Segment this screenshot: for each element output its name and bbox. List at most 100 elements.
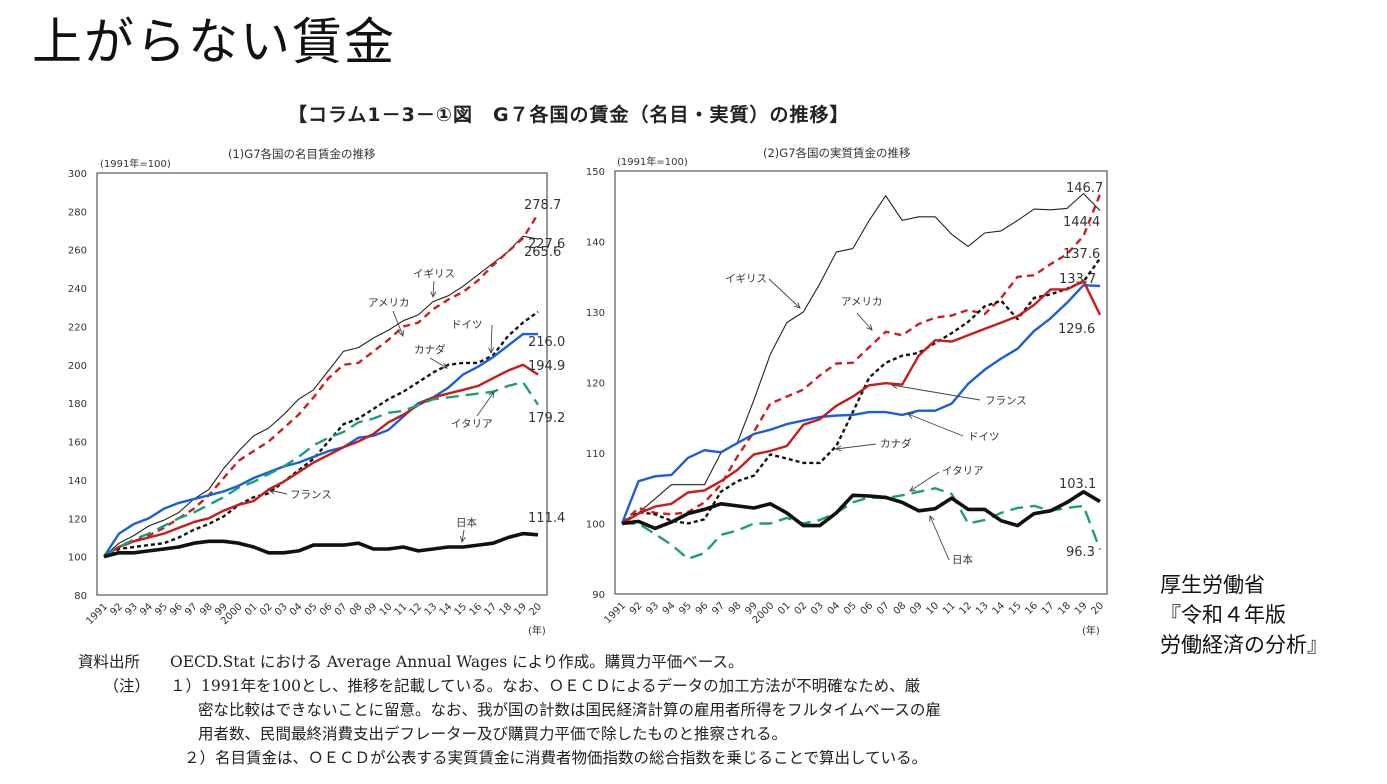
chart2-end-value-label: 144.4 (1063, 215, 1100, 230)
slide-title: 上がらない賃金 (32, 13, 396, 71)
chart2-y-tick: 110 (586, 449, 605, 460)
chart1-arrow-head-icon (398, 329, 404, 337)
note1-line1: １）1991年を100とし、推移を記載している。なお、ＯＥＣＤによるデータの加工… (170, 677, 921, 695)
chart2-end-value-label: 129.6 (1058, 322, 1095, 337)
chart1-y-tick: 300 (68, 169, 87, 180)
chart1-y-tick: 120 (68, 514, 87, 525)
chart2-x-tick: 16 (1023, 600, 1040, 617)
chart2-x-unit: (年) (1082, 624, 1100, 637)
note1-line2: 密な比較はできないことに留意。なお、我が国の計数は国民経済計算の雇用者所得をフル… (198, 701, 941, 719)
chart2-x-tick: 93 (644, 600, 661, 617)
chart2-y-tick: 90 (592, 590, 605, 601)
note-label: （注） (103, 677, 150, 695)
chart2-y-unit: (1991年=100) (617, 155, 688, 168)
chart2-x-tick: 96 (694, 600, 711, 617)
chart1-y-tick: 80 (74, 591, 87, 602)
chart1-series-annotation: イギリス (413, 268, 455, 280)
chart1-arrow-head-icon (430, 291, 437, 299)
source-line-1: 厚生労働省 (1160, 573, 1265, 597)
chart1-arrow-head-icon (267, 488, 275, 495)
chart1-y-unit: (1991年=100) (100, 157, 171, 170)
chart2-x-tick: 14 (990, 600, 1007, 617)
chart1-series-line (102, 332, 538, 558)
chart2-x-tick: 08 (892, 600, 909, 617)
chart2-plot-frame (614, 170, 1108, 595)
chart2-title: (2)G7各国の実質賃金の推移 (763, 146, 911, 160)
chart1-y-tick: 220 (68, 322, 87, 333)
chart1-y-tick: 140 (68, 476, 87, 487)
chart2-series-annotation: アメリカ (841, 296, 882, 308)
chart1-leader-line (392, 310, 404, 337)
chart2-series-annotation: 日本 (952, 553, 973, 566)
chart1-end-value-label: 216.0 (528, 335, 565, 350)
chart1-series-line (103, 235, 539, 558)
chart1-end-value-label: 179.2 (528, 411, 565, 426)
note2: ２）名目賃金は、ＯＥＣＤが公表する実質賃金に消費者物価指数の総合指数を乗じること… (184, 749, 928, 767)
chart1-series-line (103, 380, 539, 558)
chart2-leader-line (909, 471, 940, 492)
chart2-x-tick: 05 (842, 600, 859, 617)
chart1-leader-line (429, 357, 448, 369)
chart2-x-tick: 12 (957, 600, 974, 617)
chart2-leader-line (907, 413, 964, 437)
chart2-series-annotation: カナダ (880, 437, 912, 450)
chart2-leader-line (835, 443, 877, 450)
chart2-leader-line (768, 278, 801, 309)
chart1-series-annotation: フランス (290, 489, 332, 501)
chart2-x-tick: 15 (1007, 600, 1024, 617)
chart2-x-tick: 95 (677, 600, 694, 617)
chart2-x-tick: 03 (809, 600, 826, 617)
chart2-x-tick: 94 (661, 600, 678, 617)
chart1-y-tick: 160 (68, 438, 87, 449)
chart2-x-tick: 01 (776, 600, 793, 617)
chart1-arrow-head-icon (488, 347, 495, 355)
chart1-arrow-head-icon (459, 536, 466, 544)
source-line-2: 『令和４年版 (1160, 603, 1286, 627)
chart2-x-tick: 10 (925, 600, 942, 617)
chart1-y-tick: 260 (68, 246, 87, 257)
chart2-end-value-label: 103.1 (1059, 477, 1096, 492)
chart2-series-annotation: イタリア (942, 465, 984, 477)
chart1-series-line (103, 310, 539, 558)
chart1-leader-line (461, 529, 465, 543)
chart1-x-unit: (年) (528, 624, 546, 637)
figure-title: 【コラム1－3－①図 G７各国の賃金（名目・実質）の推移】 (288, 104, 850, 126)
chart2-y-tick: 150 (586, 167, 605, 178)
figure-notes: 資料出所 OECD.Stat における Average Annual Wages … (78, 650, 941, 770)
chart2-y-tick: 130 (586, 308, 605, 319)
chart1-y-tick: 280 (68, 207, 87, 218)
chart1-end-value-label: 278.7 (524, 198, 561, 213)
chart2-x-tick: 09 (908, 600, 925, 617)
chart1-leader-line (476, 391, 495, 417)
chart1-leader-line (432, 280, 435, 298)
chart2-x-tick: 07 (875, 600, 892, 617)
chart1-end-value-label: 227.6 (528, 237, 565, 252)
chart2-y-tick: 100 (586, 520, 605, 531)
chart2-arrow-head-icon (834, 445, 842, 452)
chart2-end-value-label: 146.7 (1066, 181, 1103, 196)
source-text: OECD.Stat における Average Annual Wages により作… (170, 653, 744, 671)
chart1-end-value-label: 265.6 (524, 245, 561, 260)
chart1-series-line (103, 531, 539, 559)
chart2-arrow-head-icon (794, 302, 801, 309)
chart2-leader-line (891, 384, 981, 401)
chart2-x-tick: 20 (1089, 600, 1106, 617)
chart2-series-line (622, 487, 1102, 560)
chart1-x-tick: 20 (527, 601, 544, 618)
source-line-3: 労働経済の分析』 (1160, 633, 1328, 657)
chart2-x-tick: 17 (1040, 600, 1057, 617)
chart2-end-value-label: 137.6 (1063, 247, 1100, 262)
chart1-y-tick: 240 (68, 284, 87, 295)
source-citation: 厚生労働省 『令和４年版 労働経済の分析』 (1160, 570, 1328, 660)
chart1-y-tick: 180 (68, 399, 87, 410)
chart2-series-line (621, 279, 1102, 525)
chart1-arrow-head-icon (488, 391, 495, 398)
chart1-series-annotation: ドイツ (451, 319, 483, 331)
chart2-x-tick: 19 (1073, 600, 1090, 617)
chart2-y-tick: 140 (586, 238, 605, 249)
chart1-arrow-head-icon (440, 362, 448, 369)
chart2-arrow-head-icon (890, 382, 898, 389)
chart2-series-line (621, 489, 1101, 531)
chart2-end-value-label: 96.3 (1066, 545, 1095, 560)
